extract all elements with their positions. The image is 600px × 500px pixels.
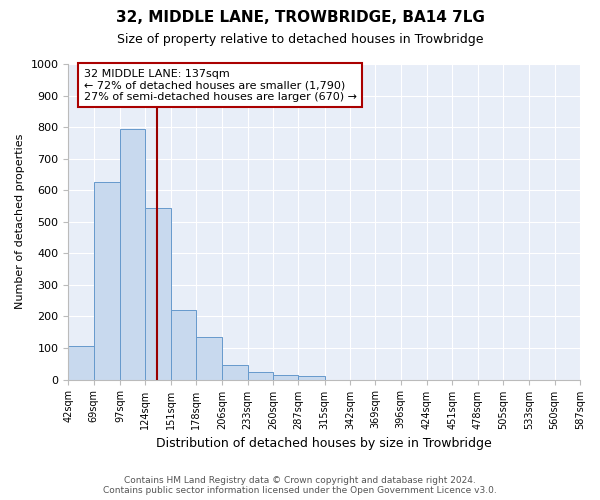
Bar [94, 182, 120, 380]
Bar [248, 372, 273, 380]
Y-axis label: Number of detached properties: Number of detached properties [15, 134, 25, 310]
Bar [196, 337, 222, 380]
Text: 32, MIDDLE LANE, TROWBRIDGE, BA14 7LG: 32, MIDDLE LANE, TROWBRIDGE, BA14 7LG [116, 10, 484, 25]
Bar [273, 375, 298, 380]
Bar [68, 346, 94, 380]
Text: 32 MIDDLE LANE: 137sqm
← 72% of detached houses are smaller (1,790)
27% of semi-: 32 MIDDLE LANE: 137sqm ← 72% of detached… [83, 68, 356, 102]
X-axis label: Distribution of detached houses by size in Trowbridge: Distribution of detached houses by size … [156, 437, 492, 450]
Text: Contains HM Land Registry data © Crown copyright and database right 2024.
Contai: Contains HM Land Registry data © Crown c… [103, 476, 497, 495]
Bar [298, 376, 325, 380]
Bar [120, 128, 145, 380]
Bar [145, 208, 170, 380]
Bar [222, 366, 248, 380]
Bar [170, 310, 196, 380]
Text: Size of property relative to detached houses in Trowbridge: Size of property relative to detached ho… [117, 32, 483, 46]
